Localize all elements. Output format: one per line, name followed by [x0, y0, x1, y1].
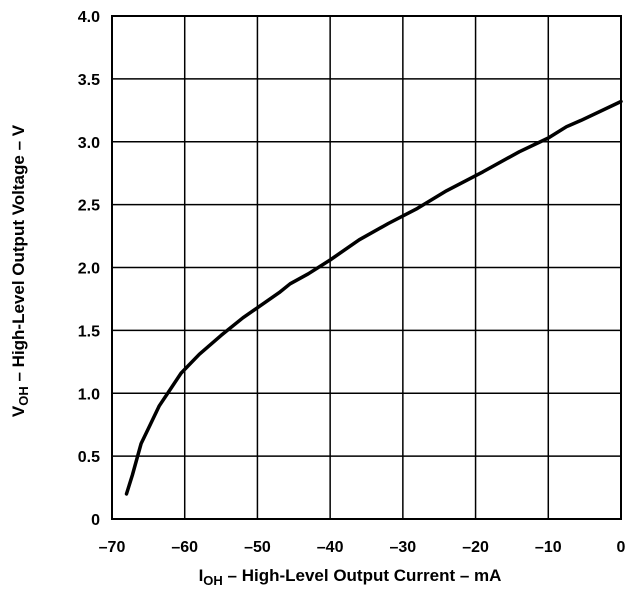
- y-tick-label: 2.0: [78, 261, 100, 278]
- x-tick-label: –50: [244, 539, 271, 556]
- plot-frame: [111, 15, 622, 520]
- y-tick-label: 0: [91, 512, 100, 529]
- y-tick-label: 0.5: [78, 449, 100, 466]
- y-tick-label: 2.5: [78, 198, 100, 215]
- y-tick-label: 3.5: [78, 72, 100, 89]
- grid: [111, 15, 622, 520]
- x-axis-title: IOH – High-Level Output Current – mA: [199, 566, 502, 588]
- x-tick-label: –60: [171, 539, 198, 556]
- x-tick-label: –30: [390, 539, 417, 556]
- y-tick-label: 4.0: [78, 9, 100, 26]
- y-tick-label: 1.5: [78, 323, 100, 340]
- y-tick-labels: 0 0.5 1.0 1.5 2.0 2.5 3.0 3.5 4.0: [78, 9, 100, 529]
- y-tick-label: 3.0: [78, 135, 100, 152]
- x-tick-label: 0: [617, 539, 626, 556]
- x-tick-label: –40: [317, 539, 344, 556]
- y-tick-label: 1.0: [78, 386, 100, 403]
- series-line-0: [124, 99, 623, 496]
- x-tick-label: –70: [99, 539, 126, 556]
- y-axis-title: VOH – High-Level Output Voltage – V: [9, 124, 31, 417]
- x-tick-labels: –70 –60 –50 –40 –30 –20 –10 0: [99, 539, 626, 556]
- x-tick-label: –10: [535, 539, 562, 556]
- x-tick-label: –20: [462, 539, 489, 556]
- series-layer: [124, 99, 623, 496]
